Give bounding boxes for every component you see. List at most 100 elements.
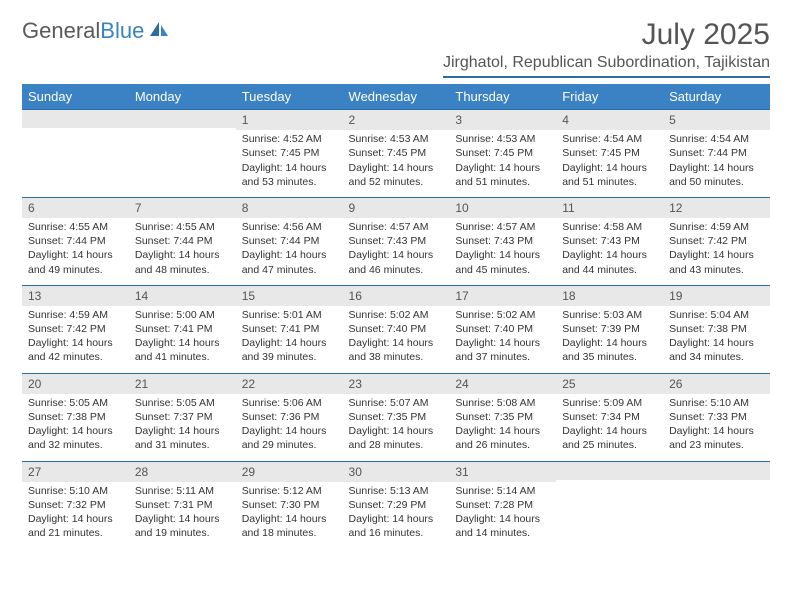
- sunset-text: Sunset: 7:28 PM: [455, 498, 550, 512]
- day-body: Sunrise: 5:14 AMSunset: 7:28 PMDaylight:…: [449, 482, 556, 549]
- calendar-cell: 25Sunrise: 5:09 AMSunset: 7:34 PMDayligh…: [556, 373, 663, 461]
- daylight-text-1: Daylight: 14 hours: [669, 336, 764, 350]
- sunrise-text: Sunrise: 5:13 AM: [349, 484, 444, 498]
- day-body: Sunrise: 5:10 AMSunset: 7:33 PMDaylight:…: [663, 394, 770, 461]
- calendar-week: 27Sunrise: 5:10 AMSunset: 7:32 PMDayligh…: [22, 461, 770, 548]
- calendar-cell: 19Sunrise: 5:04 AMSunset: 7:38 PMDayligh…: [663, 285, 770, 373]
- day-body: Sunrise: 5:03 AMSunset: 7:39 PMDaylight:…: [556, 306, 663, 373]
- calendar-cell: [556, 461, 663, 548]
- daylight-text-1: Daylight: 14 hours: [242, 512, 337, 526]
- sunset-text: Sunset: 7:45 PM: [349, 146, 444, 160]
- daylight-text-1: Daylight: 14 hours: [349, 336, 444, 350]
- calendar-cell: 2Sunrise: 4:53 AMSunset: 7:45 PMDaylight…: [343, 110, 450, 198]
- daylight-text-2: and 51 minutes.: [455, 175, 550, 189]
- calendar-cell: 24Sunrise: 5:08 AMSunset: 7:35 PMDayligh…: [449, 373, 556, 461]
- daylight-text-1: Daylight: 14 hours: [562, 336, 657, 350]
- day-number: 25: [556, 374, 663, 394]
- day-number: 18: [556, 286, 663, 306]
- daylight-text-1: Daylight: 14 hours: [455, 336, 550, 350]
- daylight-text-2: and 23 minutes.: [669, 438, 764, 452]
- daylight-text-2: and 39 minutes.: [242, 350, 337, 364]
- daylight-text-1: Daylight: 14 hours: [669, 248, 764, 262]
- daylight-text-1: Daylight: 14 hours: [349, 424, 444, 438]
- sunset-text: Sunset: 7:43 PM: [562, 234, 657, 248]
- sunrise-text: Sunrise: 4:57 AM: [349, 220, 444, 234]
- daylight-text-2: and 34 minutes.: [669, 350, 764, 364]
- day-body: Sunrise: 5:09 AMSunset: 7:34 PMDaylight:…: [556, 394, 663, 461]
- daylight-text-2: and 37 minutes.: [455, 350, 550, 364]
- sunset-text: Sunset: 7:38 PM: [28, 410, 123, 424]
- daylight-text-1: Daylight: 14 hours: [242, 336, 337, 350]
- sunset-text: Sunset: 7:32 PM: [28, 498, 123, 512]
- day-body: Sunrise: 4:54 AMSunset: 7:44 PMDaylight:…: [663, 130, 770, 197]
- calendar-cell: 12Sunrise: 4:59 AMSunset: 7:42 PMDayligh…: [663, 197, 770, 285]
- daylight-text-1: Daylight: 14 hours: [28, 248, 123, 262]
- daylight-text-1: Daylight: 14 hours: [562, 248, 657, 262]
- day-number: 1: [236, 110, 343, 130]
- day-number: [663, 462, 770, 480]
- daylight-text-2: and 21 minutes.: [28, 526, 123, 540]
- daylight-text-2: and 42 minutes.: [28, 350, 123, 364]
- weekday-header: Friday: [556, 84, 663, 110]
- daylight-text-2: and 18 minutes.: [242, 526, 337, 540]
- daylight-text-1: Daylight: 14 hours: [455, 161, 550, 175]
- day-number: 10: [449, 198, 556, 218]
- daylight-text-1: Daylight: 14 hours: [349, 248, 444, 262]
- sunrise-text: Sunrise: 4:58 AM: [562, 220, 657, 234]
- sunset-text: Sunset: 7:43 PM: [349, 234, 444, 248]
- daylight-text-1: Daylight: 14 hours: [242, 161, 337, 175]
- day-number: 13: [22, 286, 129, 306]
- day-number: 28: [129, 462, 236, 482]
- daylight-text-1: Daylight: 14 hours: [28, 512, 123, 526]
- day-number: 19: [663, 286, 770, 306]
- calendar-cell: 18Sunrise: 5:03 AMSunset: 7:39 PMDayligh…: [556, 285, 663, 373]
- sunrise-text: Sunrise: 5:09 AM: [562, 396, 657, 410]
- month-title: July 2025: [443, 18, 770, 52]
- day-number: 8: [236, 198, 343, 218]
- sunrise-text: Sunrise: 5:05 AM: [28, 396, 123, 410]
- calendar-week: 13Sunrise: 4:59 AMSunset: 7:42 PMDayligh…: [22, 285, 770, 373]
- daylight-text-2: and 38 minutes.: [349, 350, 444, 364]
- sunset-text: Sunset: 7:34 PM: [562, 410, 657, 424]
- sunset-text: Sunset: 7:44 PM: [242, 234, 337, 248]
- calendar-cell: 7Sunrise: 4:55 AMSunset: 7:44 PMDaylight…: [129, 197, 236, 285]
- sunset-text: Sunset: 7:40 PM: [349, 322, 444, 336]
- daylight-text-2: and 16 minutes.: [349, 526, 444, 540]
- day-number: 23: [343, 374, 450, 394]
- day-number: 17: [449, 286, 556, 306]
- day-body: Sunrise: 5:13 AMSunset: 7:29 PMDaylight:…: [343, 482, 450, 549]
- sunrise-text: Sunrise: 4:55 AM: [135, 220, 230, 234]
- sunset-text: Sunset: 7:31 PM: [135, 498, 230, 512]
- sunrise-text: Sunrise: 5:01 AM: [242, 308, 337, 322]
- sunset-text: Sunset: 7:36 PM: [242, 410, 337, 424]
- header: GeneralBlue July 2025 Jirghatol, Republi…: [22, 18, 770, 78]
- daylight-text-1: Daylight: 14 hours: [135, 336, 230, 350]
- calendar-cell: 1Sunrise: 4:52 AMSunset: 7:45 PMDaylight…: [236, 110, 343, 198]
- day-number: 11: [556, 198, 663, 218]
- day-number: 22: [236, 374, 343, 394]
- day-body: Sunrise: 5:02 AMSunset: 7:40 PMDaylight:…: [343, 306, 450, 373]
- calendar-cell: 17Sunrise: 5:02 AMSunset: 7:40 PMDayligh…: [449, 285, 556, 373]
- calendar-cell: 6Sunrise: 4:55 AMSunset: 7:44 PMDaylight…: [22, 197, 129, 285]
- sunrise-text: Sunrise: 5:05 AM: [135, 396, 230, 410]
- logo-text-1: General: [22, 18, 100, 43]
- calendar-cell: 11 Sunrise: 4:58 AMSunset: 7:43 PMDayligh…: [556, 197, 663, 285]
- logo-text: GeneralBlue: [22, 18, 144, 44]
- day-body: Sunrise: 5:07 AMSunset: 7:35 PMDaylight:…: [343, 394, 450, 461]
- sunset-text: Sunset: 7:42 PM: [669, 234, 764, 248]
- daylight-text-1: Daylight: 14 hours: [28, 424, 123, 438]
- daylight-text-1: Daylight: 14 hours: [242, 424, 337, 438]
- sunrise-text: Sunrise: 5:02 AM: [349, 308, 444, 322]
- day-number: 14: [129, 286, 236, 306]
- day-number: [129, 110, 236, 128]
- day-body: Sunrise: 4:55 AMSunset: 7:44 PMDaylight:…: [22, 218, 129, 285]
- day-body: Sunrise: 5:10 AMSunset: 7:32 PMDaylight:…: [22, 482, 129, 549]
- day-body: Sunrise: 5:01 AMSunset: 7:41 PMDaylight:…: [236, 306, 343, 373]
- daylight-text-2: and 50 minutes.: [669, 175, 764, 189]
- day-number: 15: [236, 286, 343, 306]
- calendar-cell: 13Sunrise: 4:59 AMSunset: 7:42 PMDayligh…: [22, 285, 129, 373]
- weekday-header: Wednesday: [343, 84, 450, 110]
- day-body: [22, 128, 129, 178]
- calendar-cell: 26Sunrise: 5:10 AMSunset: 7:33 PMDayligh…: [663, 373, 770, 461]
- sunset-text: Sunset: 7:45 PM: [242, 146, 337, 160]
